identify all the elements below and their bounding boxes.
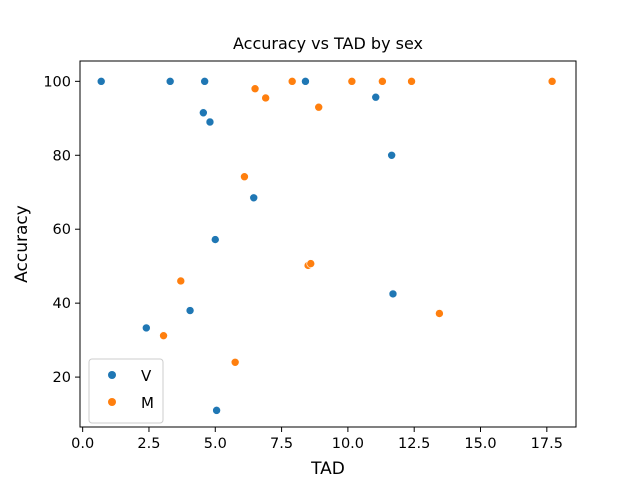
y-axis-label: Accuracy	[12, 205, 32, 283]
x-axis-ticks: 0.0 2.5 5.0 7.5 10.0 12.5 15.0 17.5	[71, 427, 563, 452]
y-tick-label: 80	[53, 148, 71, 164]
x-tick-label: 17.5	[531, 436, 563, 452]
data-points	[96, 77, 557, 415]
point-m	[435, 309, 444, 318]
y-tick-label: 20	[53, 370, 71, 386]
point-v	[212, 406, 221, 415]
x-tick-label: 12.5	[398, 436, 430, 452]
point-m	[306, 259, 316, 268]
point-m	[230, 358, 240, 367]
x-axis-label: TAD	[310, 459, 345, 479]
point-v	[249, 193, 259, 203]
x-tick-label: 5.0	[204, 436, 227, 452]
point-m	[407, 77, 416, 86]
y-tick-label: 100	[43, 74, 71, 90]
point-m	[378, 77, 387, 86]
point-v	[200, 77, 209, 86]
point-m	[547, 77, 557, 86]
point-m	[250, 84, 260, 94]
point-v	[199, 108, 208, 118]
legend: V M	[88, 358, 164, 424]
y-tick-label: 60	[53, 222, 71, 238]
legend-label-v: V	[141, 367, 152, 385]
point-m	[287, 77, 297, 86]
legend-marker-v	[108, 371, 116, 379]
point-m	[240, 172, 249, 182]
x-tick-label: 10.0	[332, 436, 364, 452]
point-m	[261, 93, 270, 103]
point-v	[142, 323, 151, 333]
point-m	[176, 276, 186, 286]
point-v	[165, 77, 175, 86]
y-tick-label: 40	[53, 296, 71, 312]
axes-frame	[79, 60, 577, 428]
point-v	[96, 77, 106, 86]
legend-label-m: M	[141, 394, 154, 412]
legend-box	[88, 358, 164, 424]
point-v	[301, 77, 310, 86]
point-v	[387, 150, 396, 160]
legend-marker-m	[108, 398, 116, 406]
plot-area: 0.0 2.5 5.0 7.5 10.0 12.5 15.0 17.5 20 40 60 80 100	[43, 60, 577, 452]
y-axis-ticks: 20 40 60 80 100	[43, 74, 80, 386]
point-v	[205, 117, 215, 127]
point-m	[314, 102, 324, 112]
chart-title: Accuracy vs TAD by sex	[233, 34, 423, 53]
point-m	[347, 77, 357, 86]
point-v	[185, 306, 195, 315]
point-v	[210, 235, 220, 244]
x-tick-label: 2.5	[137, 436, 160, 452]
point-m	[159, 331, 168, 340]
x-tick-label: 7.5	[270, 436, 293, 452]
x-tick-label: 0.0	[71, 436, 94, 452]
point-v	[371, 92, 381, 102]
point-v	[388, 289, 398, 299]
x-tick-label: 15.0	[464, 436, 496, 452]
